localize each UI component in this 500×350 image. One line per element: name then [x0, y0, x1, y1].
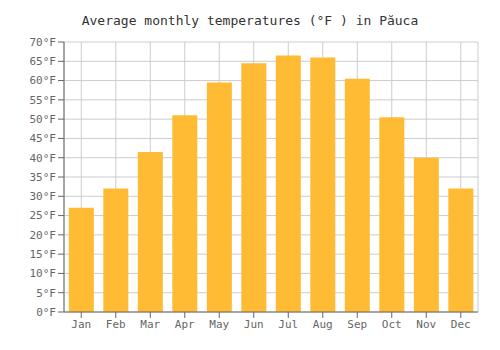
svg-text:5°F: 5°F: [36, 287, 56, 300]
svg-text:60°F: 60°F: [30, 74, 57, 87]
svg-text:0°F: 0°F: [36, 306, 56, 319]
svg-text:Aug: Aug: [313, 318, 333, 331]
svg-text:25°F: 25°F: [30, 209, 57, 222]
svg-text:Dec: Dec: [451, 318, 471, 331]
svg-text:45°F: 45°F: [30, 132, 57, 145]
svg-text:50°F: 50°F: [30, 113, 57, 126]
svg-text:Nov: Nov: [416, 318, 436, 331]
svg-text:65°F: 65°F: [30, 55, 57, 68]
svg-text:Jun: Jun: [244, 318, 264, 331]
svg-text:Jan: Jan: [71, 318, 91, 331]
svg-text:Mar: Mar: [140, 318, 160, 331]
svg-text:10°F: 10°F: [30, 267, 57, 280]
svg-text:Oct: Oct: [382, 318, 402, 331]
svg-text:Sep: Sep: [347, 318, 367, 331]
svg-text:15°F: 15°F: [30, 248, 57, 261]
svg-text:70°F: 70°F: [30, 36, 57, 49]
svg-text:35°F: 35°F: [30, 171, 57, 184]
html-text:Average monthly temperatures (: Average monthly temperatures (°F ) in Pă…: [81, 13, 419, 28]
svg-text:20°F: 20°F: [30, 229, 57, 242]
svg-text:30°F: 30°F: [30, 190, 57, 203]
svg-text:Feb: Feb: [106, 318, 126, 331]
svg-text:55°F: 55°F: [30, 94, 57, 107]
svg-text:40°F: 40°F: [30, 152, 57, 165]
svg-text:Apr: Apr: [175, 318, 195, 331]
svg-text:May: May: [209, 318, 229, 331]
svg-text:Jul: Jul: [278, 318, 298, 331]
